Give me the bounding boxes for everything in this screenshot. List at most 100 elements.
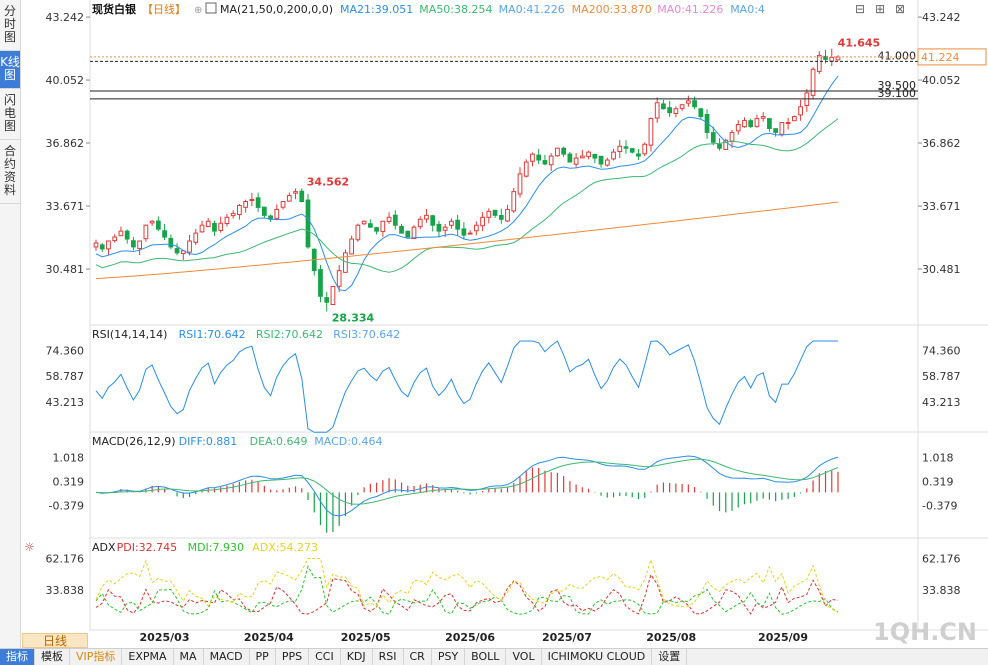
macd_panel-y-tick: -0.379 [49, 499, 84, 512]
tab-kline[interactable]: K线图 [0, 51, 20, 89]
macd-dea-line [95, 458, 839, 505]
rsi_panel-y-tick: 43.213 [46, 396, 85, 409]
x-tick-label: 2025/04 [244, 631, 294, 644]
chart-maximize-icon[interactable]: ⊞ [875, 2, 885, 16]
macd_panel-y-tick: 0.319 [53, 476, 85, 489]
rsi_panel-value-1: RSI2:70.642 [256, 328, 323, 341]
candle [118, 230, 124, 237]
bottom-tab-pp[interactable]: PP [250, 649, 276, 665]
tab-timeshare[interactable]: 分时图 [0, 0, 20, 51]
candle [411, 226, 417, 240]
candle [586, 151, 591, 158]
y-tick-label: 43.242 [46, 11, 85, 24]
chart-close-icon[interactable]: ⊠ [895, 2, 905, 16]
bottom-tab-macd[interactable]: MACD [204, 649, 250, 665]
candle [149, 220, 155, 224]
candle [698, 108, 704, 118]
candle [162, 230, 167, 238]
candle [717, 143, 722, 149]
candle [704, 114, 710, 133]
candle [187, 240, 192, 253]
current-price-box [917, 48, 987, 66]
macd_panel-y-tick-right: 1.018 [922, 452, 954, 465]
candle [349, 238, 355, 255]
ma-value-5: MA0:4 [730, 3, 765, 16]
adx-mdi-line [95, 564, 839, 615]
bottom-tab-cci[interactable]: CCI [309, 649, 341, 665]
candle [361, 220, 367, 225]
candle [517, 173, 523, 195]
adx_panel-title: ADX [92, 541, 116, 554]
ma-value-4: MA0:41.226 [657, 3, 723, 16]
bottom-tab-ichimoku-cloud[interactable]: ICHIMOKU CLOUD [542, 649, 653, 665]
candle [193, 232, 199, 243]
chart-minimize-icon[interactable]: ⊟ [855, 2, 865, 16]
candle [548, 155, 554, 166]
bottom-tab-cr[interactable]: CR [404, 649, 432, 665]
candle [785, 122, 791, 125]
bottom-tab-kdj[interactable]: KDJ [341, 649, 373, 665]
tab-flash[interactable]: 闪电图 [0, 89, 20, 140]
rsi_panel-value-2: RSI3:70.642 [333, 328, 400, 341]
candle [742, 120, 747, 128]
tab-contract-info[interactable]: 合约资料 [0, 140, 20, 204]
candle [137, 240, 143, 250]
bottom-tab-vip[interactable]: VIP指标 [70, 649, 123, 665]
candle [505, 208, 510, 222]
candle [592, 153, 598, 159]
candle [542, 160, 548, 165]
candle [798, 106, 803, 116]
candle [449, 220, 454, 226]
candle [654, 102, 660, 119]
bottom-tab-ma[interactable]: MA [174, 649, 204, 665]
candle [293, 191, 298, 194]
rsi-line [95, 340, 838, 433]
ma-title: MA(21,50,0,200,0,0) [220, 3, 333, 16]
candle [205, 220, 211, 228]
macd_panel-value-0: DIFF:0.881 [179, 435, 238, 448]
candle [131, 240, 136, 248]
candle [286, 195, 292, 202]
candle [380, 220, 386, 233]
candle [498, 214, 504, 220]
rsi_panel-y-tick: 74.360 [46, 344, 85, 357]
y-tick-label-right: 30.481 [922, 263, 961, 276]
chart-canvas[interactable]: 43.242 43.242 40.052 40.052 36.862 36.862 33.6… [0, 0, 988, 648]
candle [237, 204, 242, 216]
candle [754, 118, 760, 127]
x-tick-label: 2025/09 [758, 631, 808, 644]
bottom-tab-psy[interactable]: PSY [432, 649, 466, 665]
ma-value-0: MA21:39.051 [340, 3, 413, 16]
bottom-tab-vol[interactable]: VOL [506, 649, 542, 665]
ma50-line [95, 118, 839, 273]
bottom-tab-pps[interactable]: PPS [276, 649, 310, 665]
x-tick-label: 2025/03 [140, 631, 190, 644]
rsi_panel-y-tick: 58.787 [46, 370, 85, 383]
settings-icon: ⊕ [194, 5, 202, 16]
candle [685, 100, 691, 104]
candle [791, 116, 797, 122]
candle [692, 100, 697, 108]
candle [255, 197, 261, 208]
bottom-tab-[interactable]: 指标 [0, 649, 35, 665]
candle [779, 122, 785, 135]
candle [648, 118, 654, 146]
y-tick-label: 30.481 [46, 263, 85, 276]
adx_panel-value-2: ADX:54.273 [252, 541, 318, 554]
left-tab-bar: 分时图 K线图 闪电图 合约资料 [0, 0, 21, 648]
candle [598, 155, 604, 165]
candle [486, 210, 492, 218]
candle [679, 104, 685, 109]
bottom-tab-[interactable]: 设置 [652, 649, 688, 665]
bottom-tab-rsi[interactable]: RSI [373, 649, 404, 665]
rsi_panel-y-tick-right: 43.213 [922, 396, 961, 409]
bottom-tab-[interactable]: 模板 [35, 649, 70, 665]
adx_panel-y-tick-right: 62.176 [922, 552, 961, 565]
candle [405, 230, 411, 238]
rsi_panel-value-0: RSI1:70.642 [179, 328, 246, 341]
period-tag[interactable]: 日线 [22, 633, 88, 648]
bottom-tab-boll[interactable]: BOLL [465, 649, 507, 665]
candle [392, 214, 398, 226]
candle [442, 226, 448, 231]
bottom-tab-expma[interactable]: EXPMA [122, 649, 174, 665]
